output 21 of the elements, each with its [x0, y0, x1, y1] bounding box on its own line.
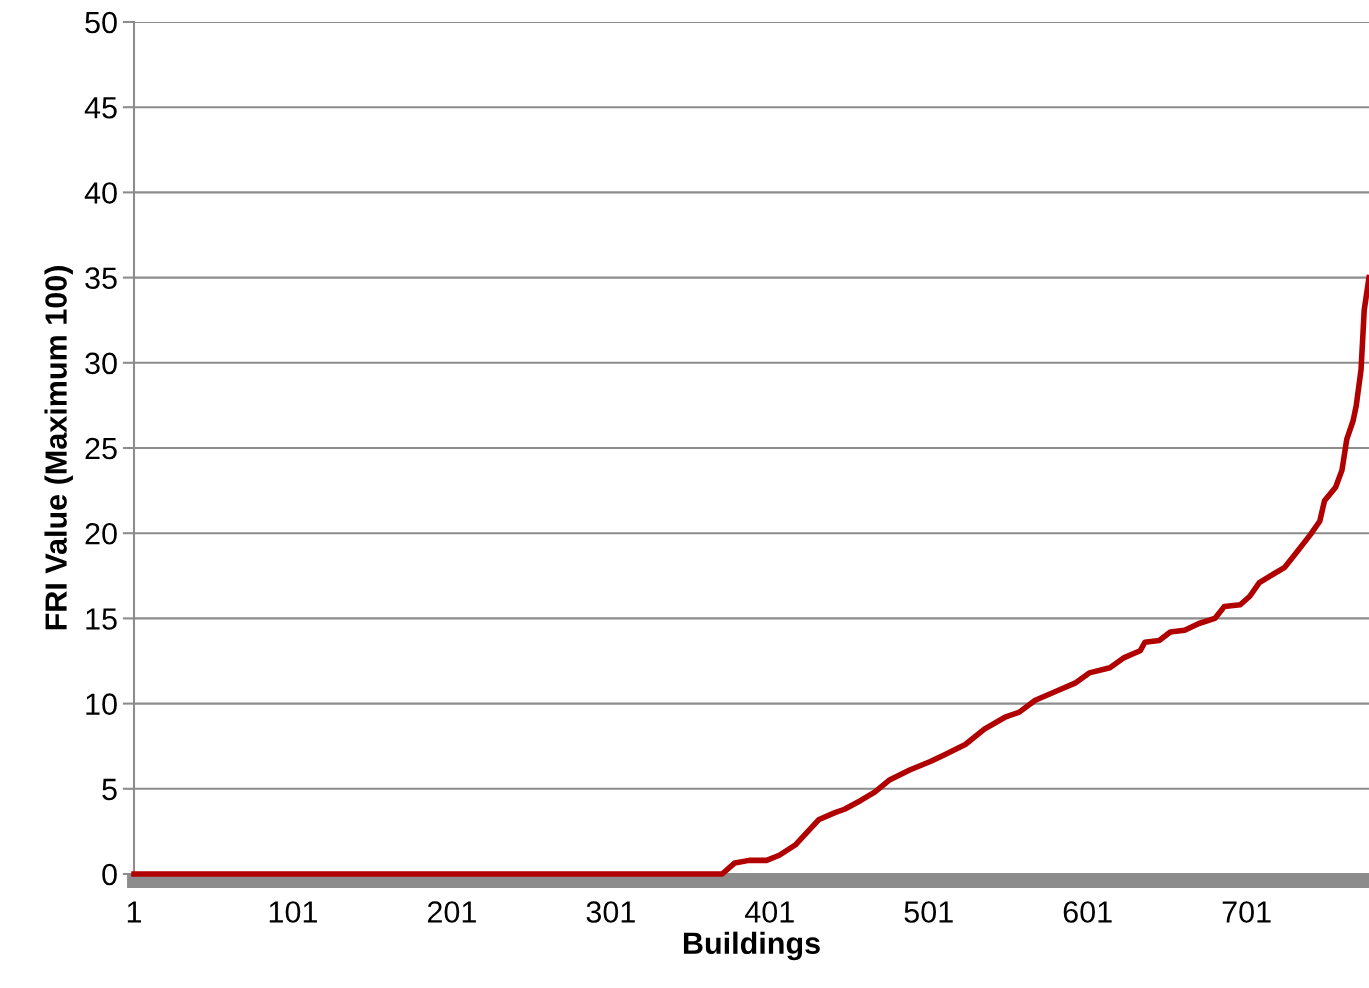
y-tick-label: 20	[85, 522, 117, 545]
y-tick-label: 10	[86, 693, 117, 715]
y-axis-title: FRI Value (Maximum 100)	[44, 266, 73, 630]
y-tick-label: 25	[85, 437, 117, 460]
x-tick-label: 201	[427, 901, 476, 923]
x-tick-label: 101	[269, 901, 317, 923]
x-tick-label: 301	[586, 901, 635, 923]
x-tick-label: 501	[904, 901, 953, 923]
y-tick-label: 35	[85, 267, 117, 289]
y-tick-label: 5	[102, 778, 117, 801]
x-tick-label: 1	[127, 901, 142, 923]
x-axis-title: Buildings	[683, 931, 820, 961]
y-tick-label: 0	[102, 863, 117, 886]
x-tick-label: 601	[1063, 901, 1112, 923]
y-tick-label: 40	[84, 182, 117, 204]
x-tick-label: 401	[744, 901, 794, 923]
y-tick-label: 50	[85, 11, 117, 34]
y-tick-label: 15	[86, 608, 117, 630]
y-tick-label: 30	[85, 352, 117, 375]
x-tick-label: 701	[1222, 901, 1271, 923]
y-tick-label: 45	[84, 97, 117, 119]
